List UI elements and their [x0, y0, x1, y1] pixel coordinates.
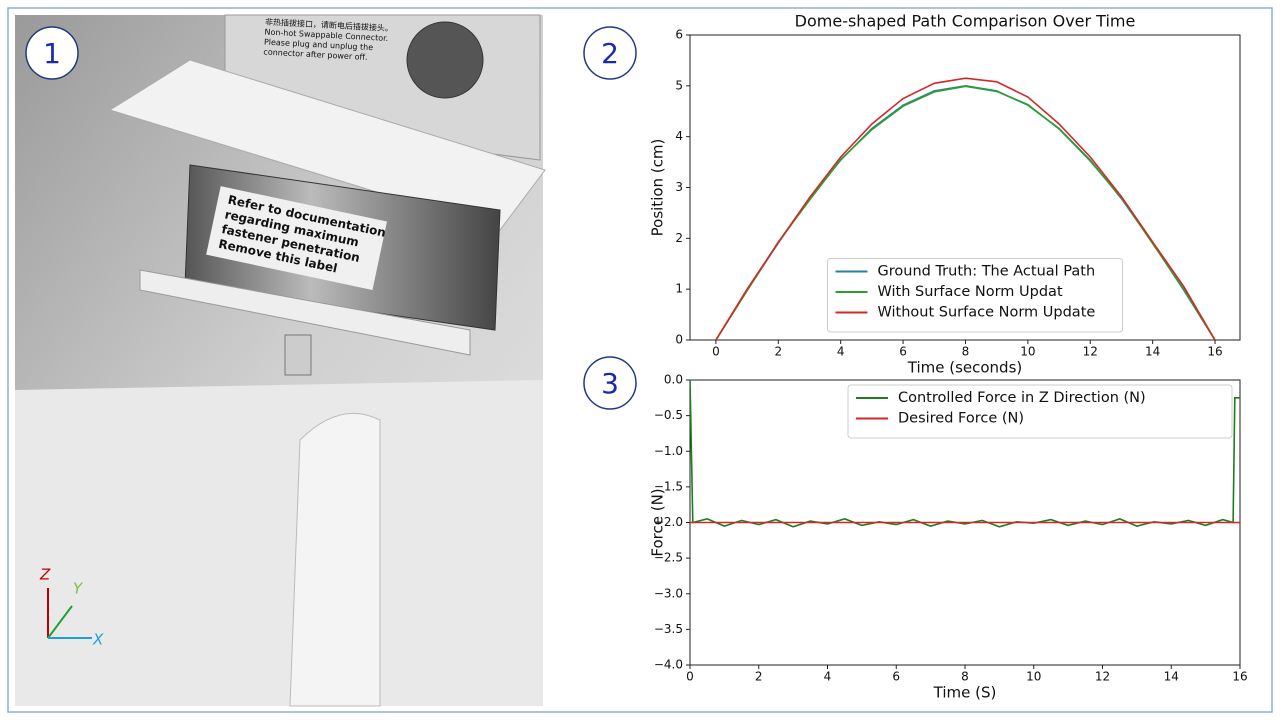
y-tick-label: −3.5: [654, 622, 683, 636]
x-tick-label: 8: [962, 345, 970, 359]
badge-number: 3: [601, 367, 619, 400]
x-tick-label: 16: [1207, 345, 1222, 359]
badge-number: 2: [601, 37, 619, 70]
badge: [583, 356, 637, 410]
x-tick-label: 10: [1026, 670, 1041, 684]
sticker: [206, 186, 387, 290]
x-tick-label: 14: [1164, 670, 1179, 684]
y-label: Y: [73, 580, 84, 598]
x-axis-label: Time (seconds): [907, 359, 1023, 377]
bottom-plate: [139, 269, 471, 356]
frame: [7, 7, 1273, 713]
pipe: [15, 380, 543, 706]
y-tick-label: −1.0: [654, 444, 683, 458]
x-tick-label: 12: [1095, 670, 1110, 684]
x-tick-label: 10: [1020, 345, 1035, 359]
legend-label: Desired Force (N): [898, 411, 1024, 427]
y-tick-label: −0.5: [654, 408, 683, 422]
panel-badges: 1 2 3: [25, 26, 637, 410]
x-tick-label: 8: [961, 670, 969, 684]
y-tick-label: 1: [675, 282, 683, 296]
y-tick-label: −4.0: [654, 658, 683, 672]
badge: [583, 26, 637, 80]
x-tick-label: 2: [774, 345, 782, 359]
connector: [406, 21, 484, 99]
z-label: Z: [39, 566, 51, 584]
y-tick-label: 0: [675, 333, 683, 347]
y-tick-label: −2.0: [654, 515, 683, 529]
x-tick-label: 12: [1083, 345, 1098, 359]
chart-title: Dome-shaped Path Comparison Over Time: [795, 12, 1136, 31]
legend-label: With Surface Norm Updat: [878, 284, 1063, 300]
series-line: [715, 77, 1216, 340]
sensor-label: Refer to documentation regarding maximum…: [206, 186, 387, 290]
photo: 非热插拔接口，请断电后插拔接头。 Non-hot Swappable Conne…: [15, 14, 546, 707]
x-tick-label: 2: [755, 670, 763, 684]
y-tick-label: 0.0: [664, 373, 683, 387]
x-tick-label: 0: [712, 345, 720, 359]
y-tick-label: 2: [675, 231, 683, 245]
x-axis-label: Time (S): [933, 684, 997, 702]
legend-box: [847, 384, 1233, 439]
legend-box: [827, 258, 1123, 333]
top-plate: [108, 59, 546, 231]
x-tick-label: 4: [837, 345, 845, 359]
x-tick-label: 4: [824, 670, 832, 684]
legend-label: Ground Truth: The Actual Path: [878, 264, 1096, 280]
y-tick-label: 6: [675, 28, 683, 42]
legend-label: Controlled Force in Z Direction (N): [898, 390, 1146, 406]
probe: [284, 334, 312, 376]
y-axis-label: Force (N): [649, 488, 667, 556]
coordinate-axes: Z Y X: [39, 566, 104, 649]
y-arrow: [47, 605, 73, 639]
y-tick-label: 5: [675, 78, 683, 92]
legend-label: Without Surface Norm Update: [878, 305, 1096, 321]
y-tick-label: 4: [675, 129, 683, 143]
x-label: X: [92, 631, 104, 649]
y-tick-label: −3.0: [654, 586, 683, 600]
y-tick-label: 3: [675, 180, 683, 194]
x-tick-label: 6: [899, 345, 907, 359]
y-tick-label: −2.5: [654, 551, 683, 565]
y-tick-label: −1.5: [654, 479, 683, 493]
pipe-end: [289, 412, 381, 707]
y-axis-label: Position (cm): [649, 139, 667, 237]
badge-number: 1: [43, 37, 61, 70]
badge: [25, 26, 79, 80]
x-tick-label: 0: [686, 670, 694, 684]
x-tick-label: 6: [892, 670, 900, 684]
x-tick-label: 16: [1232, 670, 1247, 684]
x-tick-label: 14: [1145, 345, 1160, 359]
